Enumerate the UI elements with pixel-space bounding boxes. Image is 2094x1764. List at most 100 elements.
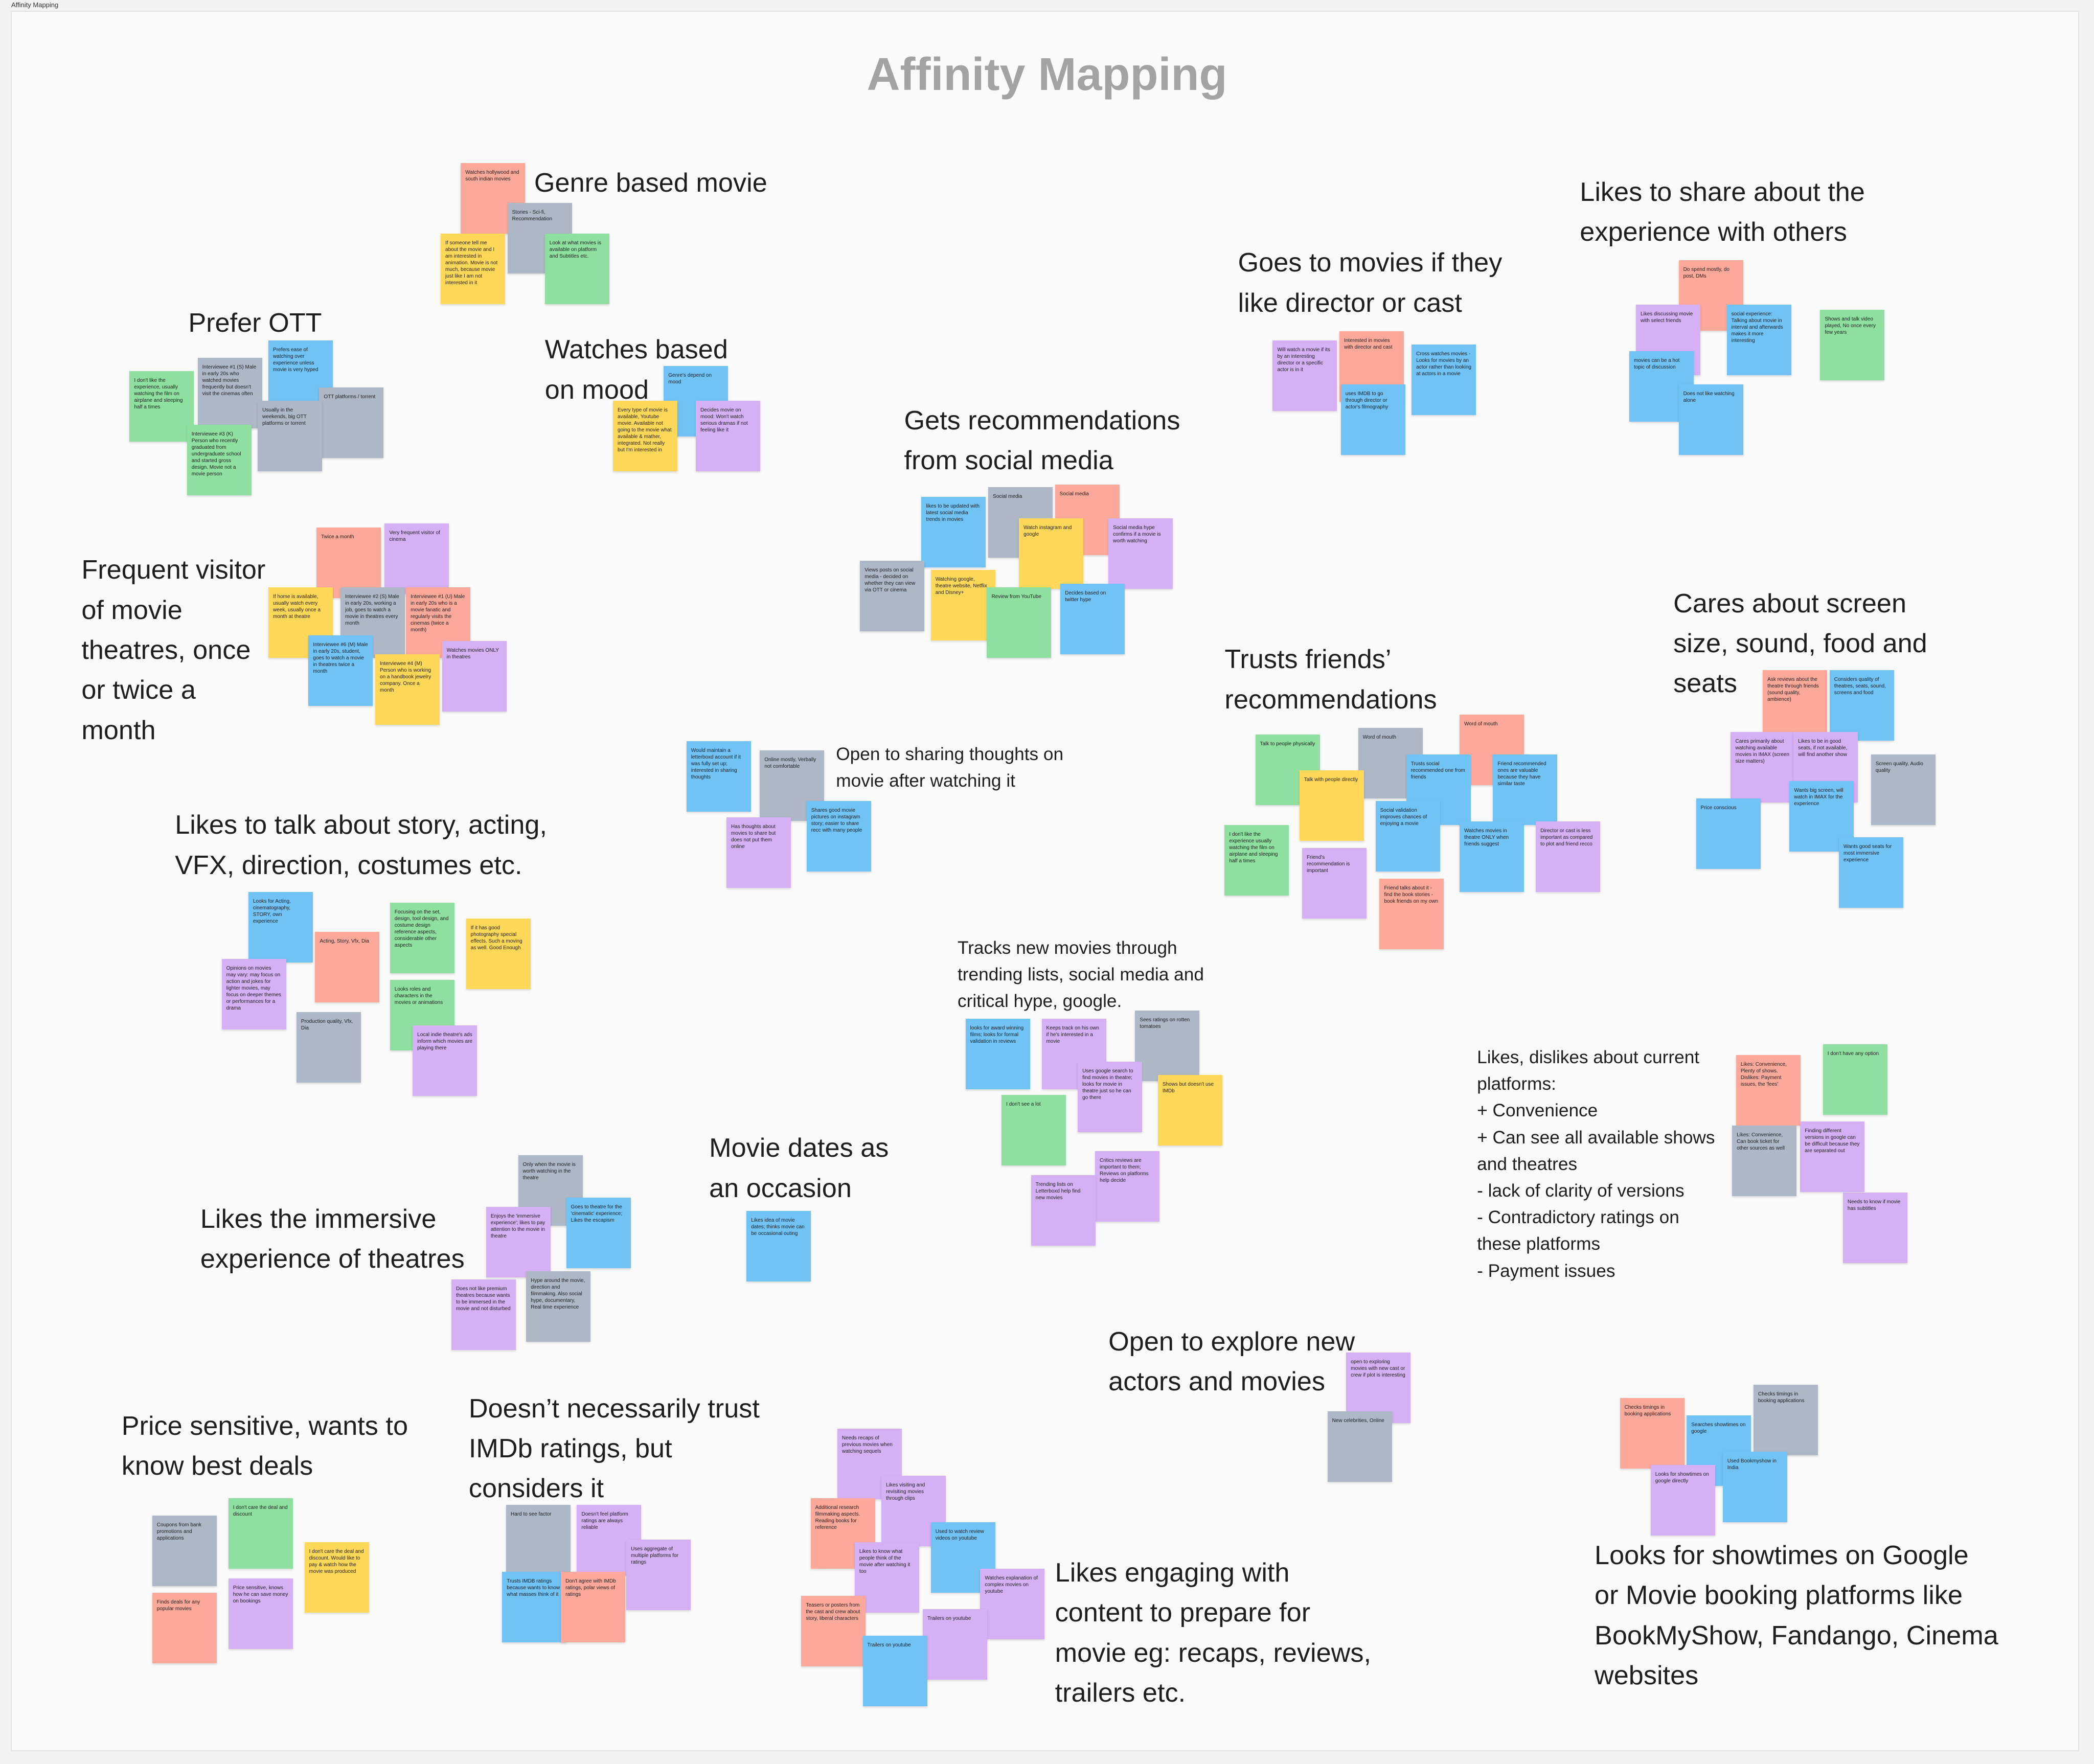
sticky-note: Every type of movie is available, Youtub… (613, 400, 678, 471)
cluster-heading: Looks for showtimes on Google (1595, 1541, 1969, 1571)
cluster-heading: month (81, 715, 156, 745)
cluster-heading: Likes the immersive (200, 1204, 437, 1234)
sticky-note: Considers quality of theatres, seats, so… (1829, 670, 1894, 741)
sticky-note: Twice a month (316, 527, 381, 598)
cluster-heading: actors and movies (1108, 1367, 1326, 1397)
sticky-note: Social media hype confirms if a movie is… (1108, 518, 1173, 589)
sticky-note: Wants good seats for most immersive expe… (1839, 837, 1904, 908)
sticky-note: looks for award winning films; looks for… (965, 1019, 1030, 1090)
sticky-note: I don't care the deal and discount (228, 1498, 293, 1569)
sticky-note: OTT platforms / torrent (319, 387, 384, 458)
cluster-heading: Prefer OTT (188, 308, 322, 338)
cluster-heading: Watches based (544, 335, 728, 365)
sticky-note: Decides based on twitter hype (1060, 583, 1125, 654)
sticky-note: uses IMDB to go through director or acto… (1340, 384, 1405, 455)
cluster-heading: theatres, once (81, 635, 251, 665)
sticky-note: social experience: Talking about movie i… (1726, 304, 1791, 375)
sticky-note: Sees ratings on rotten tomatoes (1135, 1011, 1200, 1082)
sticky-note: Trailers on youtube (862, 1636, 927, 1706)
sticky-note: Likes idea of movie dates; thinks movie … (746, 1211, 811, 1282)
cluster-heading: Open to explore new (1108, 1327, 1355, 1357)
cluster-heading: movie after watching it (836, 771, 1015, 791)
cluster-heading: movie eg: recaps, reviews, (1055, 1638, 1372, 1668)
sticky-note: Friend talks about it - find the book st… (1379, 878, 1444, 949)
cluster-heading: Goes to movies if they (1238, 248, 1503, 278)
cluster-heading: on mood (544, 375, 649, 405)
sticky-note: Shows but doesn't use IMDb (1157, 1074, 1222, 1146)
cluster-heading: + Can see all available shows (1477, 1127, 1715, 1148)
sticky-note: Watches explanation of complex movies on… (980, 1569, 1045, 1640)
cluster-heading: - lack of clarity of versions (1477, 1181, 1685, 1201)
sticky-note: Needs to know if movie has subtitles (1842, 1192, 1907, 1263)
cluster-heading: trending lists, social media and (957, 964, 1204, 984)
sticky-note: Uses google search to find movies in the… (1078, 1061, 1143, 1132)
sticky-note: Views posts on social media - decided on… (860, 561, 925, 632)
cluster-heading: know best deals (121, 1451, 313, 1481)
cluster-heading: and theatres (1477, 1154, 1578, 1174)
cluster-heading: Trusts friends’ (1224, 645, 1392, 675)
sticky-note: I don't see a lot (1002, 1095, 1066, 1166)
sticky-note: If someone tell me about the movie and I… (441, 234, 506, 305)
sticky-note: Critics reviews are important to them; R… (1095, 1151, 1160, 1222)
cluster-heading: + Convenience (1477, 1101, 1598, 1121)
cluster-heading: or twice a (81, 675, 196, 705)
cluster-heading: IMDb ratings, but (468, 1434, 672, 1464)
sticky-note: Interviewee #6 (M) Male in early 20s, st… (308, 635, 373, 706)
sticky-note: Coupons from bank promotions and applica… (152, 1515, 217, 1586)
sticky-note: Trailers on youtube (923, 1609, 988, 1680)
sticky-note: Watch instagram and google (1019, 518, 1084, 589)
sticky-note: Looks for showtimes on google directly (1650, 1464, 1715, 1536)
sticky-note: Director or cast is less important as co… (1536, 821, 1601, 892)
sticky-note: Finding different versions in google can… (1800, 1121, 1865, 1193)
cluster-heading: Tracks new movies through (957, 937, 1177, 958)
sticky-note: Checks timings in booking applications (1753, 1384, 1818, 1455)
cluster-heading: critical hype, google. (957, 991, 1122, 1012)
cluster-heading: Cares about screen (1673, 588, 1906, 618)
sticky-note: New celebrities, Online (1327, 1411, 1392, 1482)
sticky-note: Would maintain a letterboxd account if i… (686, 741, 751, 812)
cluster-heading: Genre based movie (534, 168, 767, 198)
cluster-heading: - Contradictory ratings on (1477, 1207, 1679, 1228)
sticky-note: Watches movies in theatre ONLY when frie… (1460, 821, 1524, 892)
cluster-heading: VFX, direction, costumes etc. (175, 850, 522, 880)
sticky-note: Focusing on the set, design, tool design… (390, 902, 454, 973)
cluster-heading: Movie dates as (709, 1133, 889, 1163)
cluster-heading: considers it (468, 1474, 604, 1504)
sticky-note: Interviewee #3 (K) Person who recently g… (187, 424, 252, 495)
sticky-note: Social validation improves chances of en… (1375, 801, 1440, 872)
sticky-note: I don't like the experience, usually wat… (129, 371, 194, 442)
cluster-heading: Likes to talk about story, acting, (175, 810, 547, 840)
cluster-heading: content to prepare for (1055, 1598, 1311, 1628)
sticky-note: I don't care the deal and discount. Woul… (304, 1542, 369, 1613)
sticky-note: Review from YouTube (987, 587, 1052, 658)
sticky-note: Will watch a movie if its by an interest… (1272, 340, 1337, 411)
cluster-heading: Price sensitive, wants to (121, 1411, 408, 1441)
sticky-note: Uses aggregate of multiple platforms for… (626, 1539, 691, 1610)
cluster-heading: experience with others (1580, 217, 1847, 247)
cluster-heading: these platforms (1477, 1234, 1601, 1254)
sticky-note: Has thoughts about movies to share but d… (726, 817, 791, 888)
sticky-note: Acting, Story, Vfx, Dia (315, 932, 380, 1003)
cluster-heading: Likes, dislikes about current (1477, 1047, 1700, 1067)
sticky-note: Cares primarily about watching available… (1731, 731, 1795, 803)
sticky-note: Watching google, theatre website, Netfli… (930, 570, 995, 641)
cluster-heading: trailers etc. (1055, 1678, 1186, 1708)
sticky-note: Look at what movies is available on plat… (544, 234, 609, 305)
sticky-note: Interviewee #1 (S) Male in early 20s who… (197, 358, 262, 429)
sticky-note: Very frequent visitor of cinema (384, 523, 449, 594)
cluster-heading: Open to sharing thoughts on (836, 744, 1064, 764)
sticky-note: Friend recommended ones are valuable bec… (1493, 754, 1558, 825)
sticky-note: Ask reviews about the theatre through fr… (1763, 670, 1828, 741)
cluster-heading: Likes engaging with (1055, 1558, 1290, 1588)
sticky-note: Trending lists on Letterboxd help find n… (1031, 1175, 1096, 1246)
cluster-heading: Frequent visitor (81, 555, 266, 585)
sticky-note: Decides movie on mood: Won't watch serio… (695, 400, 760, 471)
sticky-note: Screen quality, Audio quality (1871, 754, 1936, 825)
cluster-heading: of movie (81, 595, 183, 625)
cluster-heading: websites (1595, 1661, 1699, 1691)
sticky-note: Usually in the weekends, big OTT platfor… (258, 400, 323, 471)
cluster-heading: from social media (904, 446, 1113, 476)
cluster-heading: Doesn’t necessarily trust (468, 1393, 760, 1424)
sticky-note: Cross watches movies - Looks for movies … (1412, 344, 1476, 415)
frame-label: Affinity Mapping (11, 1, 59, 9)
